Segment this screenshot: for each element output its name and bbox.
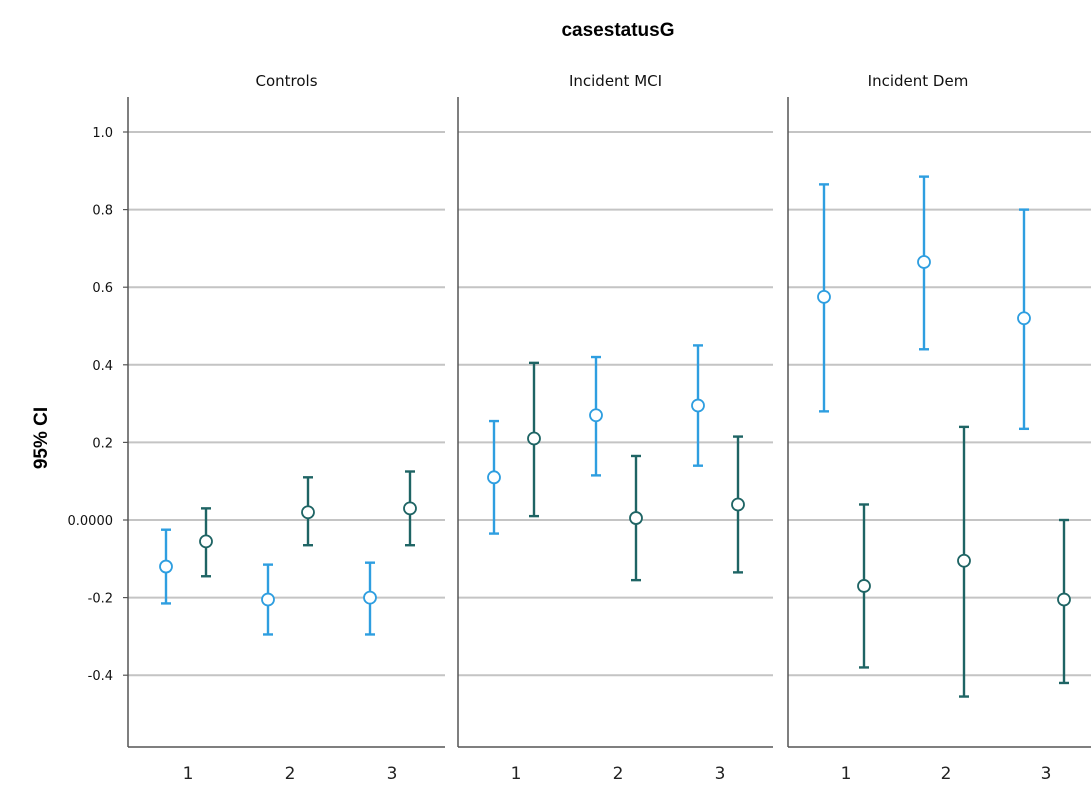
mean-marker-p0-0	[159, 559, 173, 574]
error-bar-p0-0	[159, 528, 173, 605]
x-tick-label-p1-0: 1	[511, 764, 522, 784]
error-bar-p2-3	[957, 425, 971, 698]
mean-marker-p1-2	[589, 408, 603, 423]
mean-marker-p1-4	[691, 398, 705, 413]
panel-title-1: Incident MCI	[569, 72, 662, 90]
mean-marker-p0-5	[403, 501, 417, 516]
mean-marker-p1-0	[487, 470, 501, 485]
mean-marker-p2-0	[817, 289, 831, 304]
x-tick-label-p0-1: 2	[285, 764, 296, 784]
error-bar-p0-5	[403, 470, 417, 547]
error-bar-p0-3	[301, 476, 315, 547]
panel-title-layer: Controls Incident MCI Incident Dem	[255, 72, 968, 90]
error-bar-p2-1	[857, 503, 871, 669]
y-tick-label-6: -0.2	[88, 592, 113, 607]
error-bar-p1-3	[629, 454, 643, 582]
mean-marker-p0-3	[301, 505, 315, 520]
x-tick-label-p2-2: 3	[1041, 764, 1052, 784]
x-tick-label-p0-2: 3	[387, 764, 398, 784]
error-bar-p2-2	[917, 175, 931, 351]
x-tick-label-p2-1: 2	[941, 764, 952, 784]
y-axis-label: 95% CI	[31, 407, 52, 469]
panel-title-0: Controls	[255, 72, 317, 90]
x-tick-layer: 1 2 3 1 2 3 1 2 3	[183, 764, 1052, 784]
y-tick-label-5: 0.0000	[68, 514, 114, 529]
x-tick-label-p0-0: 1	[183, 764, 194, 784]
y-tick-label-4: 0.2	[92, 436, 113, 451]
y-tick-label-1: 0.8	[92, 204, 113, 219]
error-bar-p0-2	[261, 563, 275, 636]
mean-marker-p0-4	[363, 590, 377, 605]
marks-layer	[159, 175, 1071, 698]
y-tick-label-7: -0.4	[88, 669, 113, 684]
x-tick-label-p2-0: 1	[841, 764, 852, 784]
chart-title: casestatusG	[561, 20, 674, 41]
error-bar-p2-4	[1017, 208, 1031, 431]
y-tick-label-2: 0.6	[92, 281, 113, 296]
error-bar-p1-5	[731, 435, 745, 574]
mean-marker-p2-4	[1017, 311, 1031, 326]
mean-marker-p1-1	[527, 431, 541, 446]
mean-marker-p2-3	[957, 553, 971, 568]
mean-marker-p2-1	[857, 579, 871, 593]
x-tick-label-p1-2: 3	[715, 764, 726, 784]
error-bar-p2-5	[1057, 518, 1071, 685]
y-tick-layer: 1.0 0.8 0.6 0.4 0.2 0.0000 -0.2 -0.4	[68, 126, 128, 684]
error-bar-p2-0	[817, 183, 831, 413]
x-tick-label-p1-1: 2	[613, 764, 624, 784]
error-bar-p0-4	[363, 561, 377, 636]
mean-marker-p1-3	[629, 511, 643, 525]
mean-marker-p1-5	[731, 497, 745, 512]
mean-marker-p2-2	[917, 255, 931, 269]
error-bar-p1-1	[527, 361, 541, 518]
mean-marker-p0-1	[199, 534, 213, 549]
panel-title-2: Incident Dem	[868, 72, 969, 90]
error-bar-p1-4	[691, 344, 705, 467]
y-tick-label-3: 0.4	[92, 359, 113, 374]
mean-marker-p2-5	[1057, 592, 1071, 607]
grid-layer	[128, 131, 1091, 677]
mean-marker-p0-2	[261, 592, 275, 607]
error-bar-p0-1	[199, 507, 213, 578]
y-tick-label-0: 1.0	[92, 126, 113, 141]
error-bar-p1-2	[589, 355, 603, 477]
axis-layer	[127, 97, 1091, 748]
error-bar-p1-0	[487, 419, 501, 535]
